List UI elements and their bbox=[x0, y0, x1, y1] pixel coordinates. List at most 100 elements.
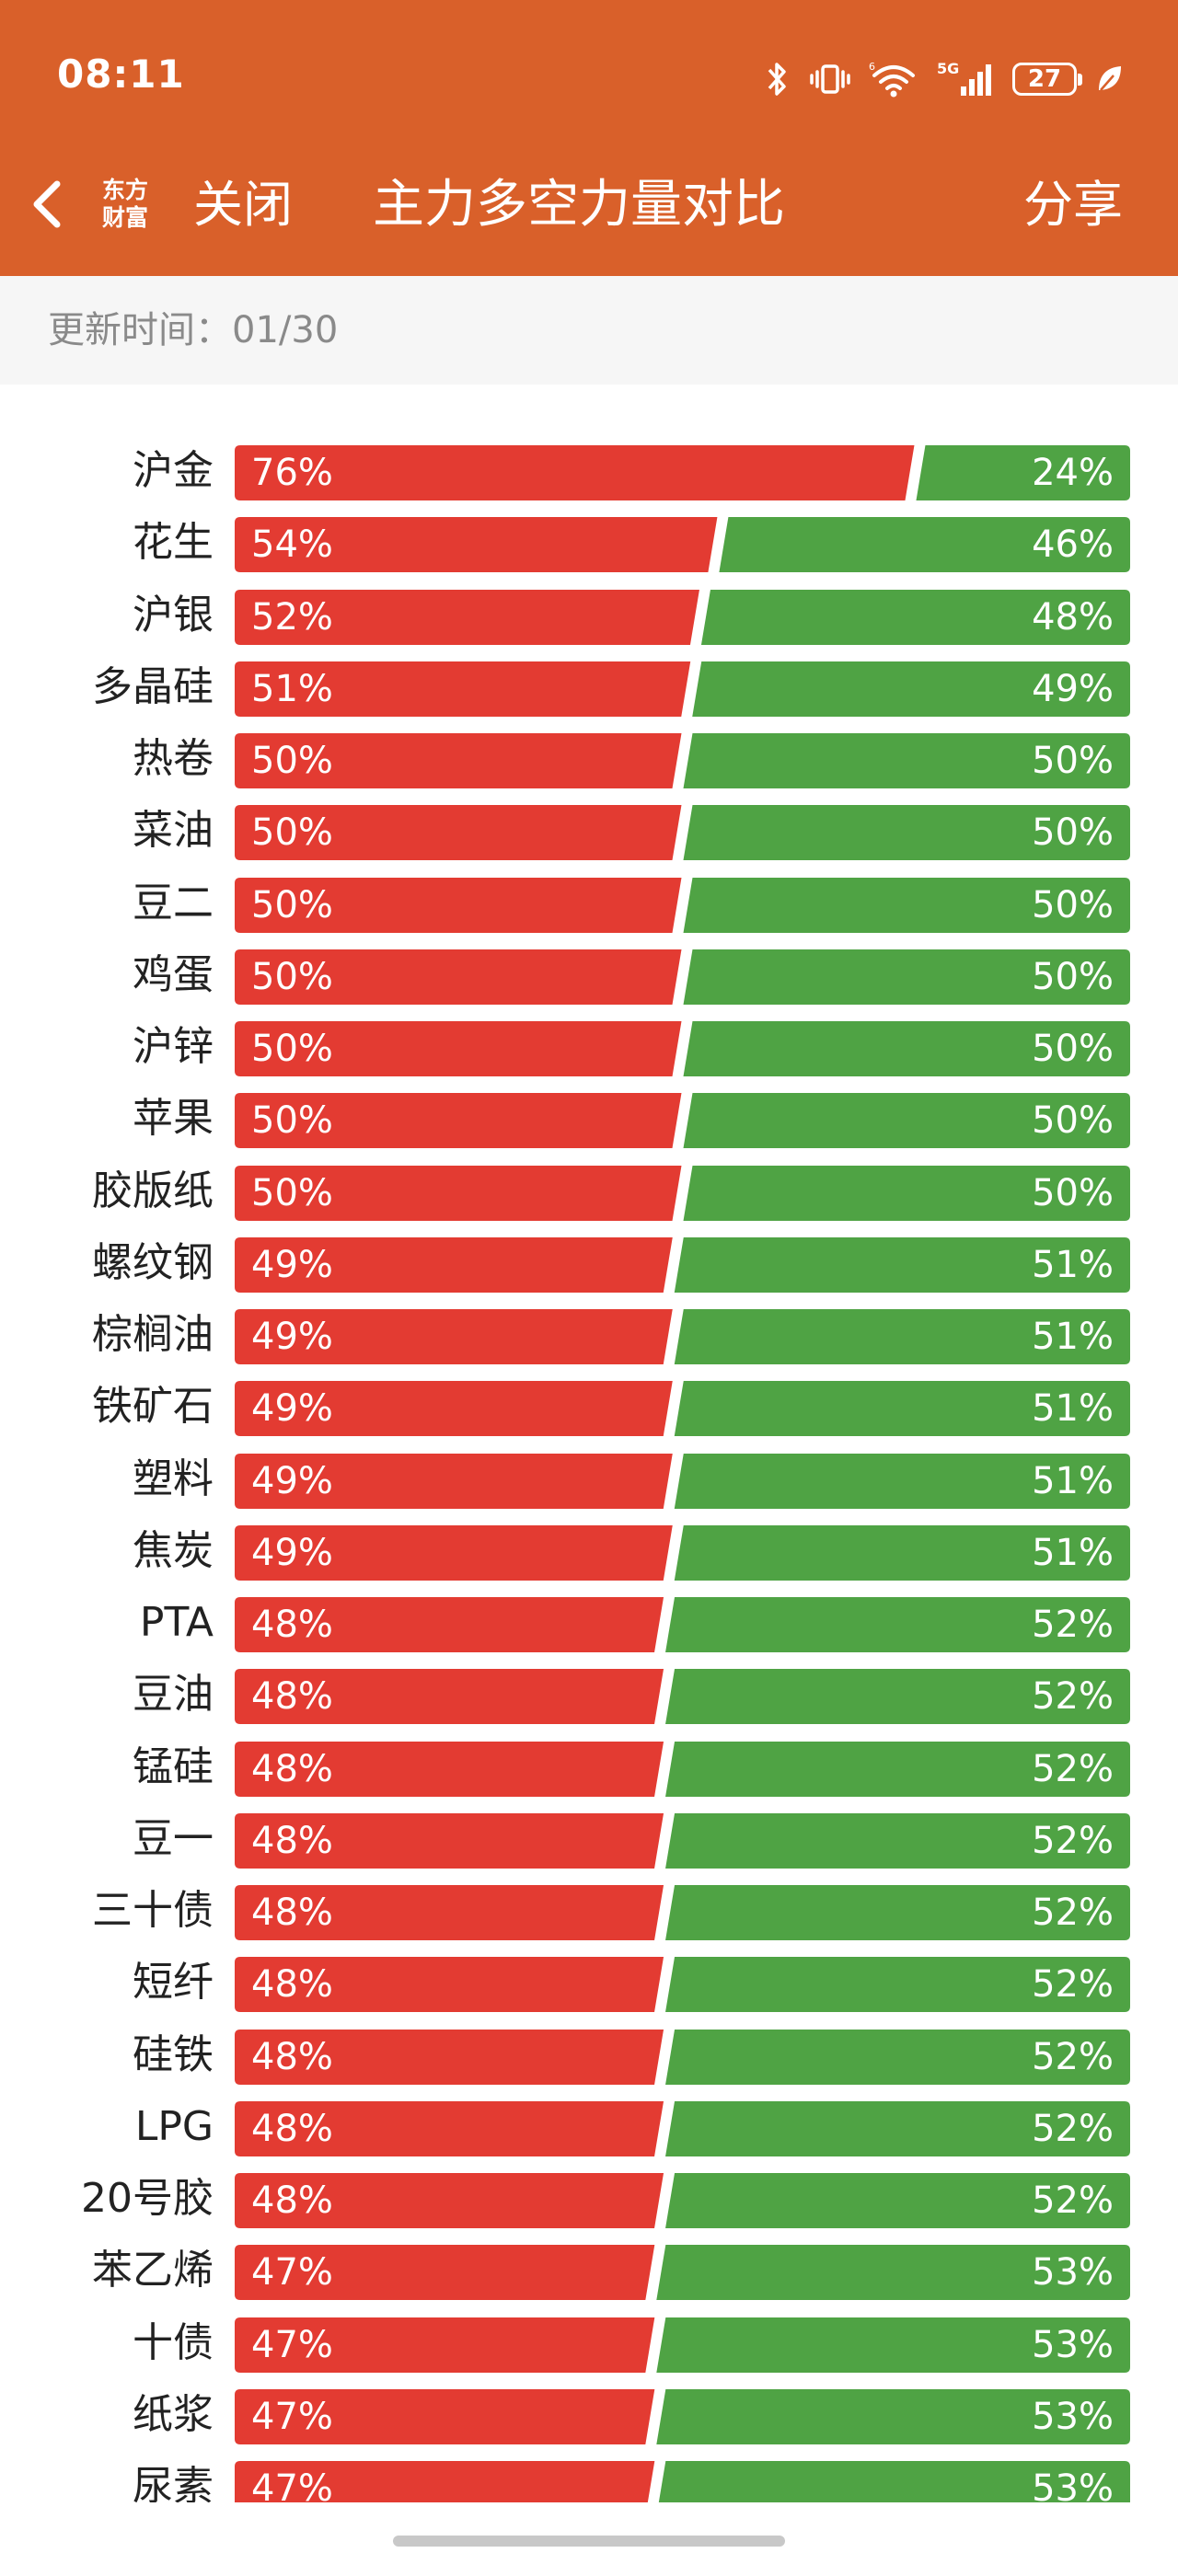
short-percent-label: 50% bbox=[1032, 956, 1114, 998]
long-percent-label: 50% bbox=[251, 1028, 333, 1070]
bar-svg bbox=[235, 1885, 1130, 1940]
long-short-bar: 50% 50% bbox=[235, 1093, 1130, 1148]
long-percent-label: 48% bbox=[251, 2036, 333, 2078]
commodity-name: 豆一 bbox=[133, 1815, 214, 1862]
wifi-icon: 6 bbox=[869, 61, 915, 98]
table-row: 热卷 50% 50% bbox=[0, 730, 1178, 788]
bar-svg bbox=[235, 1237, 1130, 1293]
long-percent-label: 48% bbox=[251, 1748, 333, 1790]
long-bar bbox=[235, 1525, 673, 1581]
long-bar bbox=[235, 661, 691, 717]
long-bar bbox=[235, 2245, 655, 2300]
bar-svg bbox=[235, 2389, 1130, 2444]
bar-svg bbox=[235, 2101, 1130, 2156]
long-percent-label: 48% bbox=[251, 1604, 333, 1646]
short-percent-label: 50% bbox=[1032, 1172, 1114, 1214]
bluetooth-icon bbox=[768, 63, 786, 96]
short-bar bbox=[916, 445, 1130, 500]
bar-svg bbox=[235, 1742, 1130, 1797]
long-short-bar: 48% 52% bbox=[235, 1957, 1130, 2012]
logo-line-2: 财富 bbox=[101, 204, 148, 231]
table-row: 棕榈油 49% 51% bbox=[0, 1305, 1178, 1364]
bar-svg bbox=[235, 1525, 1130, 1581]
short-percent-label: 50% bbox=[1032, 811, 1114, 854]
commodity-name: 花生 bbox=[133, 519, 214, 566]
status-icons: 6 5G 27 bbox=[764, 53, 1125, 105]
table-row: 锰硅 48% 52% bbox=[0, 1738, 1178, 1797]
long-bar bbox=[235, 949, 682, 1005]
long-short-bar: 54% 46% bbox=[235, 517, 1130, 572]
long-short-bar: 47% 53% bbox=[235, 2317, 1130, 2373]
long-bar bbox=[235, 1742, 664, 1797]
commodity-name: 豆二 bbox=[133, 880, 214, 926]
commodity-name: 苹果 bbox=[133, 1095, 214, 1142]
commodity-name: 苯乙烯 bbox=[92, 2247, 214, 2294]
table-row: 菜油 50% 50% bbox=[0, 801, 1178, 860]
long-short-bar: 47% 53% bbox=[235, 2389, 1130, 2444]
long-short-bar: 49% 51% bbox=[235, 1309, 1130, 1364]
short-bar bbox=[665, 1885, 1130, 1940]
long-percent-label: 54% bbox=[251, 523, 333, 566]
bar-svg bbox=[235, 2245, 1130, 2300]
table-row: 十债 47% 53% bbox=[0, 2314, 1178, 2373]
long-bar bbox=[235, 2317, 655, 2373]
commodity-name: 沪锌 bbox=[133, 1023, 214, 1070]
commodity-name: 纸浆 bbox=[133, 2391, 214, 2438]
nav-bar: 东方 财富 关闭 主力多空力量对比 分享 bbox=[0, 158, 1178, 250]
bar-svg bbox=[235, 1957, 1130, 2012]
short-percent-label: 52% bbox=[1032, 2108, 1114, 2150]
long-short-bar: 52% 48% bbox=[235, 590, 1130, 645]
long-percent-label: 47% bbox=[251, 2251, 333, 2294]
long-percent-label: 49% bbox=[251, 1387, 333, 1430]
short-percent-label: 50% bbox=[1032, 884, 1114, 926]
short-percent-label: 51% bbox=[1032, 1532, 1114, 1574]
status-time: 08:11 bbox=[57, 52, 185, 97]
short-bar bbox=[692, 661, 1130, 717]
long-bar bbox=[235, 1237, 673, 1293]
long-percent-label: 48% bbox=[251, 1675, 333, 1718]
long-bar bbox=[235, 1309, 673, 1364]
long-percent-label: 76% bbox=[251, 452, 333, 494]
long-short-chart: 沪金 76% 24% 花生 54% 46% 沪银 52% 48% 多晶硅 51% 49% 热卷 50% 50… bbox=[0, 442, 1178, 2502]
long-bar bbox=[235, 590, 699, 645]
table-row: 豆油 48% 52% bbox=[0, 1665, 1178, 1724]
table-row: 鸡蛋 50% 50% bbox=[0, 946, 1178, 1005]
bar-svg bbox=[235, 517, 1130, 572]
long-bar bbox=[235, 1093, 682, 1148]
commodity-name: 锰硅 bbox=[133, 1743, 214, 1790]
table-row: 短纤 48% 52% bbox=[0, 1953, 1178, 2012]
long-percent-label: 49% bbox=[251, 1460, 333, 1502]
long-percent-label: 48% bbox=[251, 2108, 333, 2150]
share-button[interactable]: 分享 bbox=[1023, 176, 1123, 234]
short-bar bbox=[665, 1957, 1130, 2012]
commodity-name: 尿素 bbox=[133, 2463, 214, 2502]
short-bar bbox=[665, 1813, 1130, 1869]
long-bar bbox=[235, 1669, 664, 1724]
short-percent-label: 52% bbox=[1032, 1604, 1114, 1646]
short-percent-label: 50% bbox=[1032, 1099, 1114, 1142]
app-logo: 东方 财富 bbox=[92, 171, 158, 237]
long-short-bar: 48% 52% bbox=[235, 2173, 1130, 2228]
commodity-name: 鸡蛋 bbox=[133, 951, 214, 998]
short-percent-label: 53% bbox=[1032, 2324, 1114, 2366]
back-icon[interactable] bbox=[24, 177, 70, 232]
long-percent-label: 47% bbox=[251, 2324, 333, 2366]
bar-svg bbox=[235, 1813, 1130, 1869]
short-percent-label: 52% bbox=[1032, 1963, 1114, 2006]
short-bar bbox=[683, 1021, 1130, 1076]
bar-svg bbox=[235, 590, 1130, 645]
short-percent-label: 51% bbox=[1032, 1244, 1114, 1286]
table-row: 纸浆 47% 53% bbox=[0, 2386, 1178, 2444]
long-bar bbox=[235, 2101, 664, 2156]
short-percent-label: 51% bbox=[1032, 1460, 1114, 1502]
long-bar bbox=[235, 1454, 673, 1509]
long-percent-label: 52% bbox=[251, 596, 333, 638]
close-button[interactable]: 关闭 bbox=[193, 176, 293, 234]
home-indicator[interactable] bbox=[393, 2536, 785, 2547]
short-percent-label: 51% bbox=[1032, 1316, 1114, 1358]
commodity-name: 螺纹钢 bbox=[92, 1239, 214, 1286]
short-bar bbox=[683, 878, 1130, 933]
commodity-name: LPG bbox=[134, 2103, 214, 2150]
long-bar bbox=[235, 1166, 682, 1221]
bar-svg bbox=[235, 878, 1130, 933]
